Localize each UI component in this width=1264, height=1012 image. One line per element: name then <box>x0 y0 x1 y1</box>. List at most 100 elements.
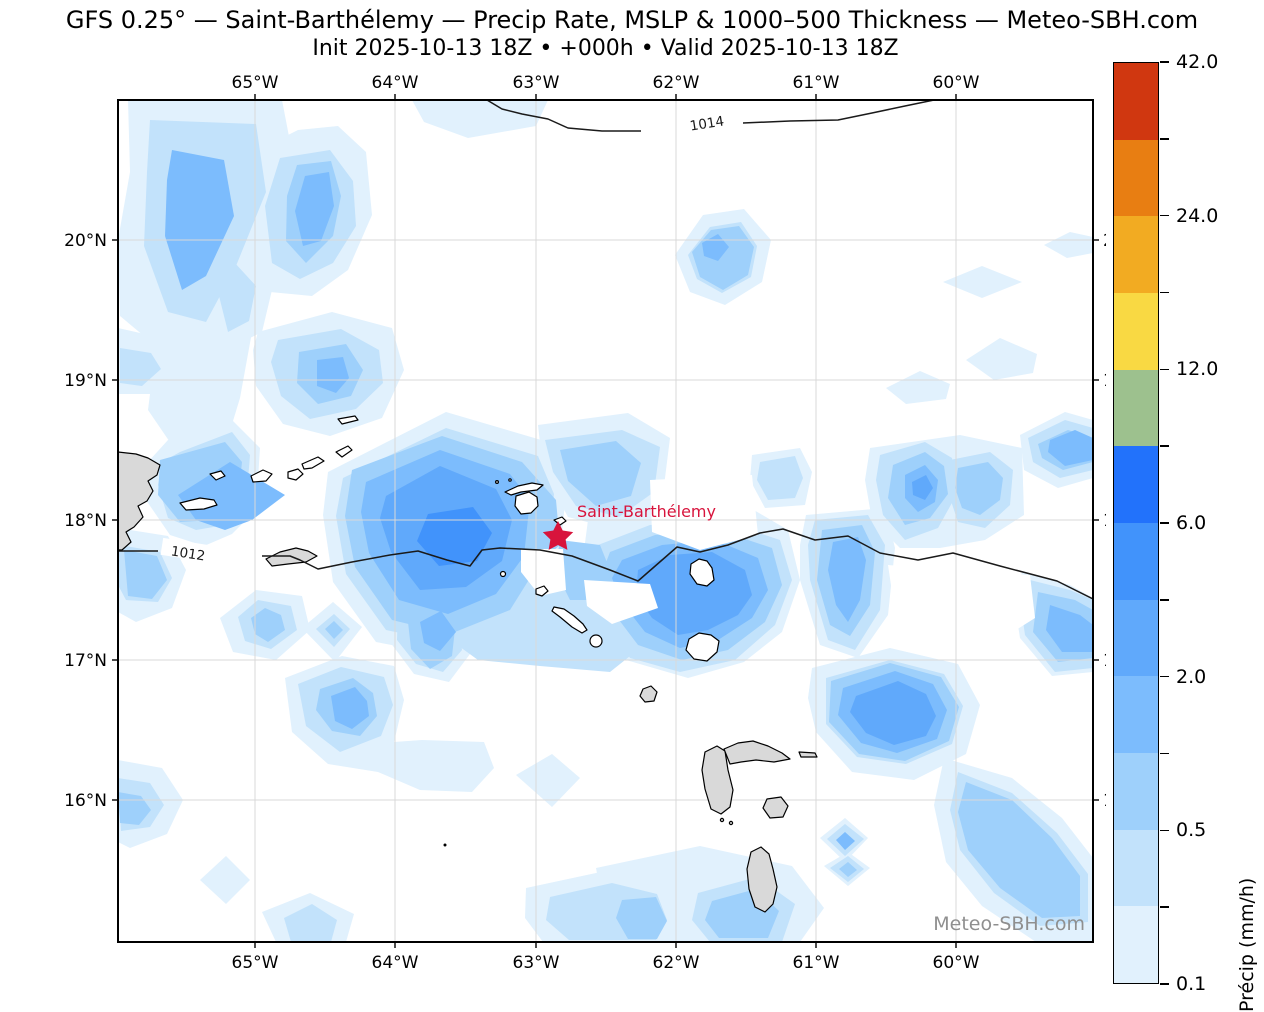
lat-tick-label-left: 17°N <box>64 651 107 671</box>
island-anguilla <box>504 482 544 496</box>
colorbar <box>1113 62 1159 984</box>
figure-title: GFS 0.25° — Saint-Barthélemy — Precip Ra… <box>65 6 1199 34</box>
coastlines <box>118 415 818 913</box>
island-dog <box>508 478 512 482</box>
mslp-isobars <box>118 100 1093 600</box>
colorbar-tick-label: 0.1 <box>1176 973 1207 995</box>
lat-tick-label-left: 16°N <box>64 791 107 811</box>
map-canvas: 1014 1012 Saint-Barthélemy Meteo-SBH.com… <box>64 73 1146 973</box>
island-dominica <box>746 846 778 913</box>
station-label: Saint-Barthélemy <box>577 502 716 521</box>
colorbar-tick-label: 0.5 <box>1176 819 1207 842</box>
island-aves <box>443 843 447 847</box>
colorbar-tick <box>1160 368 1169 371</box>
island-tortola <box>301 456 325 470</box>
figure-subtitle: Init 2025-10-13 18Z • +000h • Valid 2025… <box>312 36 899 61</box>
island-vieques <box>179 497 218 511</box>
lon-tick-label-top: 65°W <box>232 73 279 93</box>
colorbar-tick <box>1160 214 1169 217</box>
watermark: Meteo-SBH.com <box>933 913 1085 935</box>
colorbar-tick-label: 6.0 <box>1176 512 1207 534</box>
colorbar-segment-5 <box>1114 446 1158 524</box>
lat-tick-label-left: 18°N <box>64 511 107 531</box>
lat-tick-label-left: 19°N <box>64 371 107 391</box>
lon-tick-label-bottom: 62°W <box>653 953 700 973</box>
island-antigua <box>685 632 720 662</box>
colorbar-segment-9 <box>1114 753 1158 830</box>
lon-tick-label-bottom: 61°W <box>793 953 840 973</box>
colorbar-tick <box>1160 752 1169 755</box>
island-saba <box>499 570 507 578</box>
colorbar-tick <box>1160 291 1169 294</box>
isobar-1014-label: 1014 <box>678 107 735 135</box>
island-marie-galante <box>762 796 789 819</box>
island-puerto-rico <box>118 451 161 551</box>
precip-dry-gaps <box>521 475 1035 655</box>
island-les-saintes-1 <box>719 817 725 823</box>
colorbar-tick <box>1160 906 1169 908</box>
colorbar-segment-10 <box>1114 829 1158 907</box>
colorbar-panel: 42.0 24.0 12.0 6.0 2.0 0.5 0.1 Précip (mm/h) <box>1106 50 1264 1012</box>
colorbar-segment-6 <box>1114 523 1158 600</box>
lon-tick-label-bottom: 60°W <box>933 953 980 973</box>
colorbar-tick <box>1160 829 1169 832</box>
lon-tick-label-top: 64°W <box>372 73 419 93</box>
isobar-1014-line <box>486 100 935 132</box>
colorbar-segment-2 <box>1114 216 1158 294</box>
colorbar-tick-label: 42.0 <box>1176 51 1219 73</box>
lon-tick-label-bottom: 65°W <box>232 953 279 973</box>
colorbar-tick <box>1160 983 1169 985</box>
colorbar-axis-label: Précip (mm/h) <box>1236 877 1258 1012</box>
precip-shading <box>118 100 1093 942</box>
precip-level-1 <box>118 100 1093 942</box>
island-st-martin <box>514 491 539 515</box>
colorbar-tick <box>1160 522 1169 524</box>
isobar-1012-line <box>118 528 1093 600</box>
island-virgin-gorda <box>335 445 353 458</box>
island-st-kitts <box>551 606 588 634</box>
island-st-john <box>287 468 304 481</box>
colorbar-tick <box>1160 675 1169 678</box>
island-les-saintes-2 <box>728 820 734 826</box>
island-sombrero <box>495 480 500 485</box>
colorbar-segment-7 <box>1114 599 1158 677</box>
island-nevis <box>589 634 603 648</box>
lon-tick-label-bottom: 64°W <box>372 953 419 973</box>
island-culebra <box>209 470 226 481</box>
colorbar-tick <box>1160 599 1169 601</box>
island-st-thomas <box>250 469 273 483</box>
island-anegada <box>337 415 359 425</box>
island-guadeloupe-basse-terre <box>701 745 734 815</box>
lon-tick-label-top: 63°W <box>513 73 560 93</box>
colorbar-segment-4 <box>1114 369 1158 447</box>
colorbar-tick-label: 2.0 <box>1176 665 1207 688</box>
svg-text:1014: 1014 <box>689 113 725 134</box>
colorbar-tick <box>1160 445 1169 447</box>
colorbar-tick-label: 24.0 <box>1176 204 1219 227</box>
lat-tick-label-left: 20°N <box>64 231 107 251</box>
colorbar-segment-8 <box>1114 676 1158 754</box>
island-barbuda <box>689 558 715 587</box>
lon-tick-label-bottom: 63°W <box>513 953 560 973</box>
island-st-eustatius <box>535 585 549 597</box>
island-guadeloupe-grande-terre <box>723 740 791 765</box>
colorbar-tick-label: 12.0 <box>1176 358 1219 381</box>
precip-level-6 <box>417 507 492 566</box>
island-la-desirade <box>798 751 818 758</box>
island-montserrat <box>639 685 658 703</box>
colorbar-segment-0 <box>1114 63 1158 140</box>
colorbar-tick <box>1160 138 1169 140</box>
lon-tick-label-top: 62°W <box>653 73 700 93</box>
colorbar-segment-11 <box>1114 906 1158 984</box>
map-frame <box>117 99 1094 943</box>
lon-tick-label-top: 60°W <box>933 73 980 93</box>
isobar-1012-label: 1012 <box>160 537 217 565</box>
colorbar-segment-3 <box>1114 293 1158 370</box>
svg-text:1012: 1012 <box>170 543 206 564</box>
lon-tick-label-top: 61°W <box>793 73 840 93</box>
star-icon <box>542 521 574 550</box>
graticule <box>118 100 1093 942</box>
colorbar-segment-1 <box>1114 139 1158 217</box>
colorbar-tick <box>1160 61 1169 63</box>
